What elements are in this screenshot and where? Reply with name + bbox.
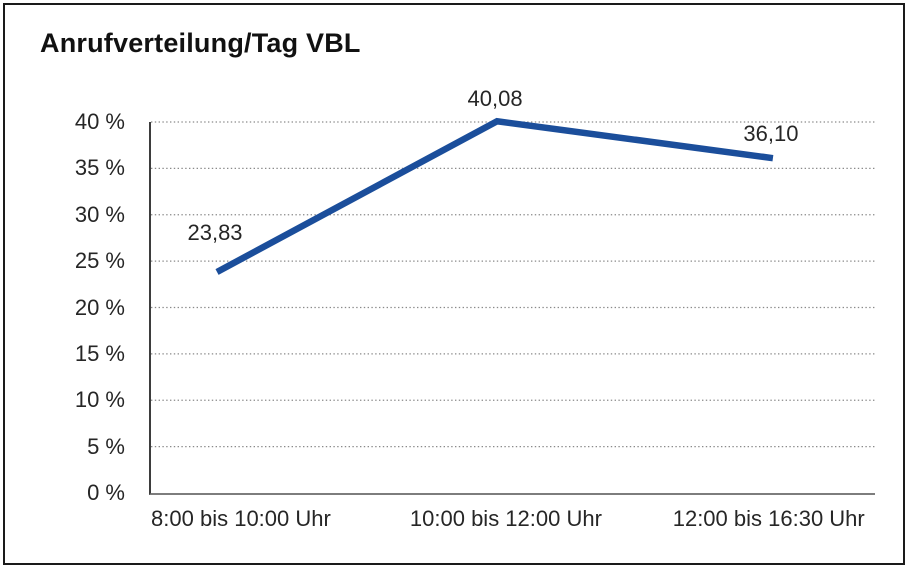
x-tick-label: 12:00 bis 16:30 Uhr xyxy=(672,506,865,531)
plot-area xyxy=(149,117,875,495)
y-tick-label: 10 % xyxy=(74,387,125,413)
data-value-label: 23,83 xyxy=(187,219,243,245)
y-tick-label: 40 % xyxy=(74,109,125,134)
line-chart-canvas xyxy=(151,117,875,448)
chart-border-frame xyxy=(3,3,905,565)
x-tick-label: 10:00 bis 12:00 Uhr xyxy=(409,506,602,531)
data-value-label: 36,10 xyxy=(743,121,799,147)
y-tick-label: 20 % xyxy=(74,294,125,320)
y-tick-label: 5 % xyxy=(87,433,125,459)
y-tick-label: 0 % xyxy=(87,480,125,505)
y-tick-label: 30 % xyxy=(74,201,125,227)
data-line xyxy=(215,117,774,275)
chart-title: Anrufverteilung/Tag VBL xyxy=(40,28,361,58)
x-tick-label: 8:00 bis 10:00 Uhr xyxy=(151,506,331,531)
y-tick-label: 25 % xyxy=(74,248,125,274)
data-value-label: 40,08 xyxy=(467,86,523,112)
y-tick-label: 15 % xyxy=(74,340,125,366)
y-tick-label: 35 % xyxy=(74,155,125,181)
